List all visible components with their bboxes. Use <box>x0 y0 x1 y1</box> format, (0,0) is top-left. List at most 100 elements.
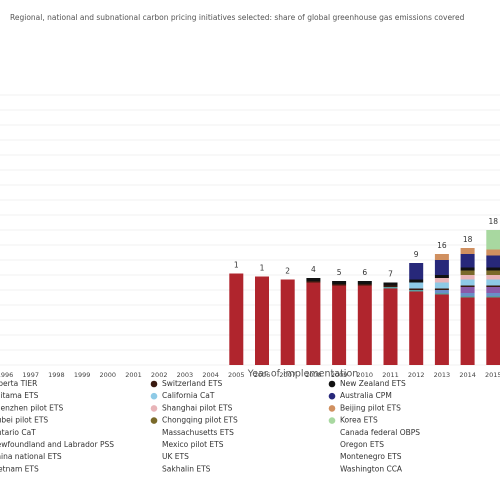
bar-segment <box>332 281 347 284</box>
legend-label: Hubei pilot ETS <box>0 416 48 425</box>
bar-segment <box>434 293 449 295</box>
legend-label: Alberta TIER <box>0 379 37 388</box>
bar-segment <box>460 279 475 286</box>
bar-segment <box>486 249 500 256</box>
bar-segment <box>460 285 475 287</box>
x-tick-label: 2000 <box>100 371 117 379</box>
legend-marker <box>150 380 158 388</box>
x-tick-label: 1998 <box>48 371 65 379</box>
legend-label: Newfoundland and Labrador PSS <box>0 440 114 449</box>
bar-total-label: 6 <box>362 268 367 277</box>
legend-label: Canada federal OBPS <box>340 428 420 437</box>
bar-segment <box>486 279 500 286</box>
legend-label: Chongqing pilot ETS <box>162 416 238 425</box>
bar-segment <box>357 281 372 284</box>
bar-segment <box>486 267 500 271</box>
bar-segment <box>486 287 500 293</box>
legend-label: UK ETS <box>162 452 189 461</box>
bar-segment <box>486 296 500 298</box>
legend-label: Vietnam ETS <box>0 464 39 473</box>
legend-label: Sakhalin ETS <box>162 464 211 473</box>
x-tick-label: 2011 <box>382 371 399 379</box>
x-tick-label: 2010 <box>357 371 374 379</box>
bar-total-label: 1 <box>234 261 239 270</box>
x-tick-label: 2007 <box>279 371 296 379</box>
bar-segment <box>460 270 475 275</box>
legend-label: New Zealand ETS <box>340 379 406 388</box>
bar-segment <box>460 275 475 280</box>
legend-label: Korea ETS <box>340 416 378 425</box>
bar-segment <box>486 293 500 296</box>
x-tick-label: 2005 <box>228 371 245 379</box>
bar-segment <box>229 273 244 365</box>
bar-segment <box>383 282 398 286</box>
bar-total-label: 5 <box>337 268 342 277</box>
bar-segment <box>460 293 475 296</box>
x-tick-label: 2008 <box>305 371 322 379</box>
bar-segment <box>486 270 500 275</box>
legend-marker <box>328 417 336 424</box>
bar-total-label: 9 <box>414 250 419 259</box>
legend-marker <box>150 417 158 424</box>
bar-total-label: 4 <box>311 265 316 274</box>
bar-segment <box>332 285 347 365</box>
legend-label: Ontario CaT <box>0 428 36 437</box>
legend-label: Montenegro ETS <box>340 452 402 461</box>
bar-total-label: 18 <box>489 217 499 226</box>
bar-segment <box>434 254 449 260</box>
bar-segment <box>280 279 295 365</box>
x-tick-label: 2012 <box>408 371 425 379</box>
legend-marker <box>150 405 158 412</box>
bar-segment <box>486 230 500 250</box>
bar-segment <box>460 248 475 254</box>
bar-segment <box>383 287 398 289</box>
bar-segment <box>434 290 449 293</box>
bar-segment <box>409 288 424 290</box>
bar-segment <box>486 285 500 287</box>
x-tick-label: 1999 <box>74 371 91 379</box>
x-axis-label: Year of implementation <box>247 369 359 380</box>
legend-marker <box>150 392 158 400</box>
x-tick-label: 2001 <box>125 371 142 379</box>
bar-segment <box>306 281 321 283</box>
bar-segment <box>409 290 424 292</box>
x-tick-label: 2003 <box>177 371 194 379</box>
legend-label: China national ETS <box>0 452 62 461</box>
bar-segment <box>383 285 398 287</box>
x-tick-label: 1997 <box>22 371 39 379</box>
bar-segment <box>434 260 449 275</box>
bar-segment <box>434 294 449 365</box>
bar-segment <box>460 297 475 365</box>
legend-label: Beijing pilot ETS <box>340 403 401 412</box>
bar-total-label: 16 <box>437 241 447 250</box>
legend-label: Saitama ETS <box>0 391 39 400</box>
x-tick-label: 2002 <box>151 371 168 379</box>
legend-label: Shenzhen pilot ETS <box>0 403 63 412</box>
bar-segment <box>460 287 475 293</box>
legend-label: Switzerland ETS <box>162 379 222 388</box>
bar-segment <box>460 267 475 271</box>
legend-label: Massachusetts ETS <box>162 428 234 437</box>
bar-segment <box>383 288 398 365</box>
legend-marker <box>328 392 336 400</box>
bar-segment <box>486 297 500 365</box>
bar-segment <box>409 279 424 283</box>
bar-total-label: 1 <box>260 264 265 273</box>
x-tick-label: 2015 <box>485 371 500 379</box>
bar-segment <box>460 254 475 268</box>
bar-segment <box>409 282 424 289</box>
x-tick-label: 2014 <box>459 371 476 379</box>
bar-segment <box>357 284 372 286</box>
legend-label: California CaT <box>162 391 215 400</box>
bar-segment <box>486 275 500 280</box>
legend-label: Oregon ETS <box>340 440 384 449</box>
bar-total-label: 7 <box>388 270 393 279</box>
x-tick-label: 2004 <box>202 371 219 379</box>
bar-total-label: 18 <box>463 235 473 244</box>
x-tick-label: 2009 <box>331 371 348 379</box>
bar-segment <box>409 291 424 365</box>
bar-segment <box>306 278 321 281</box>
bar-segment <box>434 282 449 289</box>
